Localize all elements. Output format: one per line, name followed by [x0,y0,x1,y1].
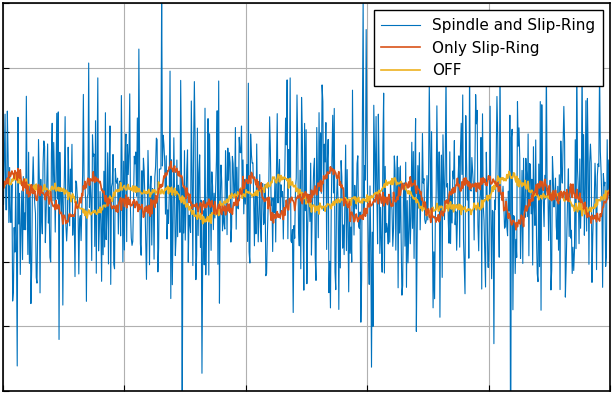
OFF [0,188,7,193]
OFF [199,221,207,226]
Only Slip-Ring [36,193,44,198]
OFF [606,189,613,193]
Only Slip-Ring [0,180,7,184]
OFF [506,169,513,174]
Only Slip-Ring [387,201,394,205]
Only Slip-Ring [352,212,360,216]
Only Slip-Ring [167,159,175,164]
Spindle and Slip-Ring [368,230,376,234]
Spindle and Slip-Ring [352,206,360,211]
Only Slip-Ring [368,202,376,207]
Spindle and Slip-Ring [606,193,613,198]
Line: OFF: OFF [3,171,610,224]
Legend: Spindle and Slip-Ring, Only Slip-Ring, OFF: Spindle and Slip-Ring, Only Slip-Ring, O… [374,10,603,86]
Line: Only Slip-Ring: Only Slip-Ring [3,161,610,230]
OFF [460,206,468,211]
Spindle and Slip-Ring [0,167,7,172]
Only Slip-Ring [606,183,613,188]
Spindle and Slip-Ring [524,214,531,219]
Line: Spindle and Slip-Ring: Spindle and Slip-Ring [3,0,610,394]
Only Slip-Ring [460,176,468,181]
OFF [524,182,531,187]
Spindle and Slip-Ring [460,262,468,267]
Only Slip-Ring [524,207,531,212]
OFF [352,201,360,206]
Spindle and Slip-Ring [387,180,394,185]
OFF [368,195,376,200]
OFF [36,186,44,190]
Spindle and Slip-Ring [36,290,44,295]
OFF [387,179,394,184]
Only Slip-Ring [512,227,520,232]
